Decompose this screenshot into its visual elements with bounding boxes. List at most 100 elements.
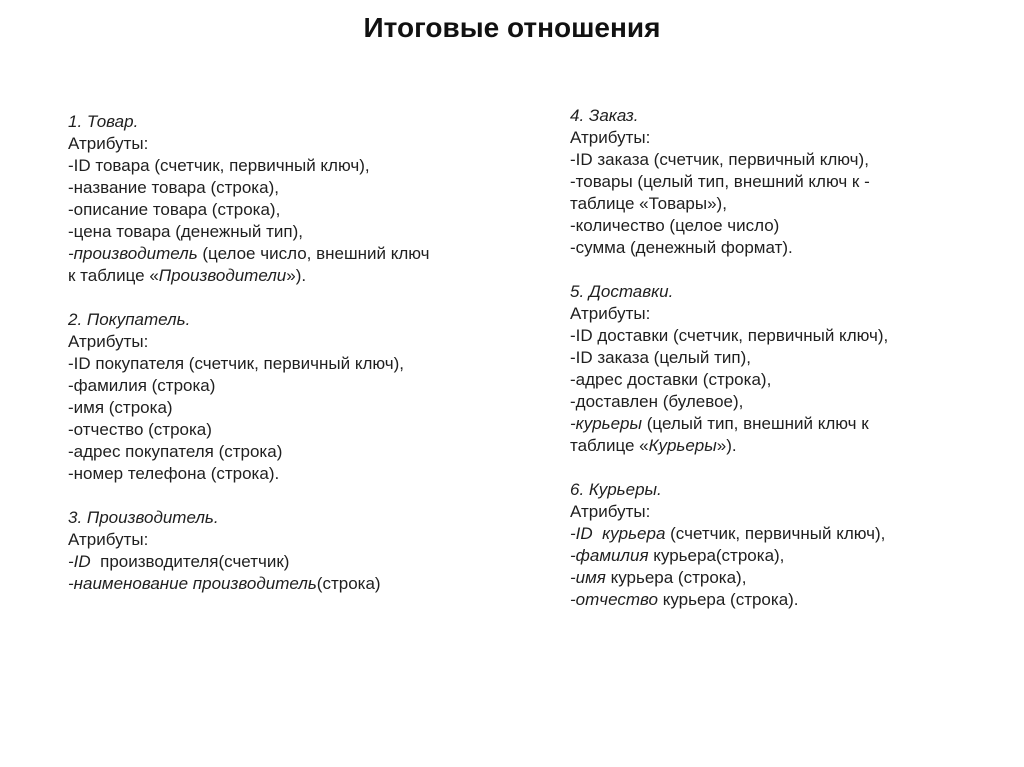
text-segment: -ID заказа (целый тип),: [570, 348, 752, 367]
text-segment: -товары (целый тип, внешний ключ к -: [570, 172, 870, 191]
text-segment: -доставлен (булевое),: [570, 392, 744, 411]
relation-block: 1. Товар. Атрибуты: -ID товара (счетчик, п…: [68, 111, 513, 287]
text-segment: (строка): [316, 574, 381, 593]
relation-heading: 4. Заказ.: [570, 105, 1015, 127]
attribute-line: -доставлен (булевое),: [570, 391, 1015, 413]
attribute-line: -ID заказа (счетчик, первичный ключ),: [570, 149, 1015, 171]
attribute-line: таблице «Курьеры»).: [570, 435, 1015, 457]
attribute-line: Атрибуты:: [570, 127, 1015, 149]
attribute-line: -адрес доставки (строка),: [570, 369, 1015, 391]
text-segment: -фамилия: [570, 546, 649, 565]
attribute-line: -ID покупателя (счетчик, первичный ключ)…: [68, 353, 513, 375]
text-segment: Атрибуты:: [68, 134, 149, 153]
text-segment: таблице «Товары»),: [570, 194, 727, 213]
attribute-line: -отчество (строка): [68, 419, 513, 441]
column-right: 4. Заказ. Атрибуты: -ID заказа (счетчик, п…: [570, 105, 1015, 611]
attribute-line: -ID курьера (счетчик, первичный ключ),: [570, 523, 1015, 545]
slide-title: Итоговые отношения: [363, 12, 661, 43]
text-segment: -ID заказа (счетчик, первичный ключ),: [570, 150, 869, 169]
text-segment: Атрибуты:: [570, 128, 651, 147]
text-segment: -фамилия (строка): [68, 376, 216, 395]
attribute-line: -сумма (денежный формат).: [570, 237, 1015, 259]
text-segment: курьера (строка),: [605, 568, 747, 587]
attribute-line: -курьеры (целый тип, внешний ключ к: [570, 413, 1015, 435]
text-segment: Производители: [158, 266, 287, 285]
attribute-line: Атрибуты:: [570, 501, 1015, 523]
text-segment: курьера(строка),: [648, 546, 785, 565]
text-segment: -сумма (денежный формат).: [570, 238, 793, 257]
text-segment: -адрес доставки (строка),: [570, 370, 772, 389]
column-left: 1. Товар. Атрибуты: -ID товара (счетчик, п…: [68, 111, 513, 595]
relation-block: 6. Курьеры. Атрибуты: -ID курьера (счетчик…: [570, 479, 1015, 611]
text-segment: -ID курьера: [570, 524, 666, 543]
text-segment: -производитель: [68, 244, 198, 263]
attribute-line: Атрибуты:: [570, 303, 1015, 325]
attribute-line: -цена товара (денежный тип),: [68, 221, 513, 243]
attribute-line: -производитель (целое число, внешний клю…: [68, 243, 513, 265]
attribute-line: -адрес покупателя (строка): [68, 441, 513, 463]
attribute-line: к таблице «Производители»).: [68, 265, 513, 287]
text-segment: -наименование производитель: [68, 574, 317, 593]
text-segment: -ID товара (счетчик, первичный ключ),: [68, 156, 370, 175]
text-segment: -отчество (строка): [68, 420, 212, 439]
text-segment: таблице «: [570, 436, 649, 455]
text-segment: (целый тип, внешний ключ к: [642, 414, 869, 433]
text-segment: к таблице «: [68, 266, 159, 285]
text-segment: -имя (строка): [68, 398, 173, 417]
text-segment: »).: [716, 436, 737, 455]
text-segment: -отчество: [570, 590, 658, 609]
attribute-line: -ID производителя(счетчик): [68, 551, 513, 573]
relation-block: 2. Покупатель. Атрибуты: -ID покупателя (с…: [68, 309, 513, 485]
text-segment: -ID покупателя (счетчик, первичный ключ)…: [68, 354, 405, 373]
attribute-line: таблице «Товары»),: [570, 193, 1015, 215]
relation-heading: 1. Товар.: [68, 111, 513, 133]
attribute-line: -количество (целое число): [570, 215, 1015, 237]
attribute-line: -номер телефона (строка).: [68, 463, 513, 485]
text-segment: Атрибуты:: [68, 530, 149, 549]
relation-heading: 2. Покупатель.: [68, 309, 513, 331]
attribute-line: -наименование производитель(строка): [68, 573, 513, 595]
text-segment: Атрибуты:: [570, 304, 651, 323]
text-segment: Атрибуты:: [570, 502, 651, 521]
attribute-line: -ID заказа (целый тип),: [570, 347, 1015, 369]
text-segment: -название товара (строка),: [68, 178, 279, 197]
attribute-line: -описание товара (строка),: [68, 199, 513, 221]
text-segment: курьера (строка).: [657, 590, 799, 609]
text-segment: -номер телефона (строка).: [68, 464, 280, 483]
attribute-line: -имя курьера (строка),: [570, 567, 1015, 589]
relation-heading: 5. Доставки.: [570, 281, 1015, 303]
text-segment: -курьеры: [570, 414, 643, 433]
text-segment: -ID: [68, 552, 91, 571]
attribute-line: -отчество курьера (строка).: [570, 589, 1015, 611]
text-segment: Атрибуты:: [68, 332, 149, 351]
attribute-line: Атрибуты:: [68, 331, 513, 353]
text-segment: -ID доставки (счетчик, первичный ключ),: [570, 326, 889, 345]
text-segment: Курьеры: [648, 436, 717, 455]
text-segment: 3. Производитель.: [68, 508, 219, 527]
text-segment: -описание товара (строка),: [68, 200, 281, 219]
text-segment: -имя: [570, 568, 606, 587]
text-segment: -количество (целое число): [570, 216, 780, 235]
attribute-line: -фамилия (строка): [68, 375, 513, 397]
attribute-line: Атрибуты:: [68, 529, 513, 551]
attribute-line: -фамилия курьера(строка),: [570, 545, 1015, 567]
attribute-line: Атрибуты:: [68, 133, 513, 155]
text-segment: -адрес покупателя (строка): [68, 442, 283, 461]
text-segment: 4. Заказ.: [570, 106, 639, 125]
text-segment: (целое число, внешний ключ: [197, 244, 430, 263]
relation-block: 3. Производитель. Атрибуты: -ID производит…: [68, 507, 513, 595]
relation-block: 5. Доставки. Атрибуты: -ID доставки (счетч…: [570, 281, 1015, 457]
text-segment: -цена товара (денежный тип),: [68, 222, 303, 241]
attribute-line: -имя (строка): [68, 397, 513, 419]
text-segment: 1. Товар.: [68, 112, 139, 131]
attribute-line: -ID товара (счетчик, первичный ключ),: [68, 155, 513, 177]
text-segment: 5. Доставки.: [570, 282, 674, 301]
relation-heading: 3. Производитель.: [68, 507, 513, 529]
text-segment: (счетчик, первичный ключ),: [665, 524, 886, 543]
text-segment: 6. Курьеры.: [570, 480, 662, 499]
text-segment: »).: [286, 266, 307, 285]
attribute-line: -товары (целый тип, внешний ключ к -: [570, 171, 1015, 193]
relation-heading: 6. Курьеры.: [570, 479, 1015, 501]
text-segment: производителя(счетчик): [90, 552, 290, 571]
